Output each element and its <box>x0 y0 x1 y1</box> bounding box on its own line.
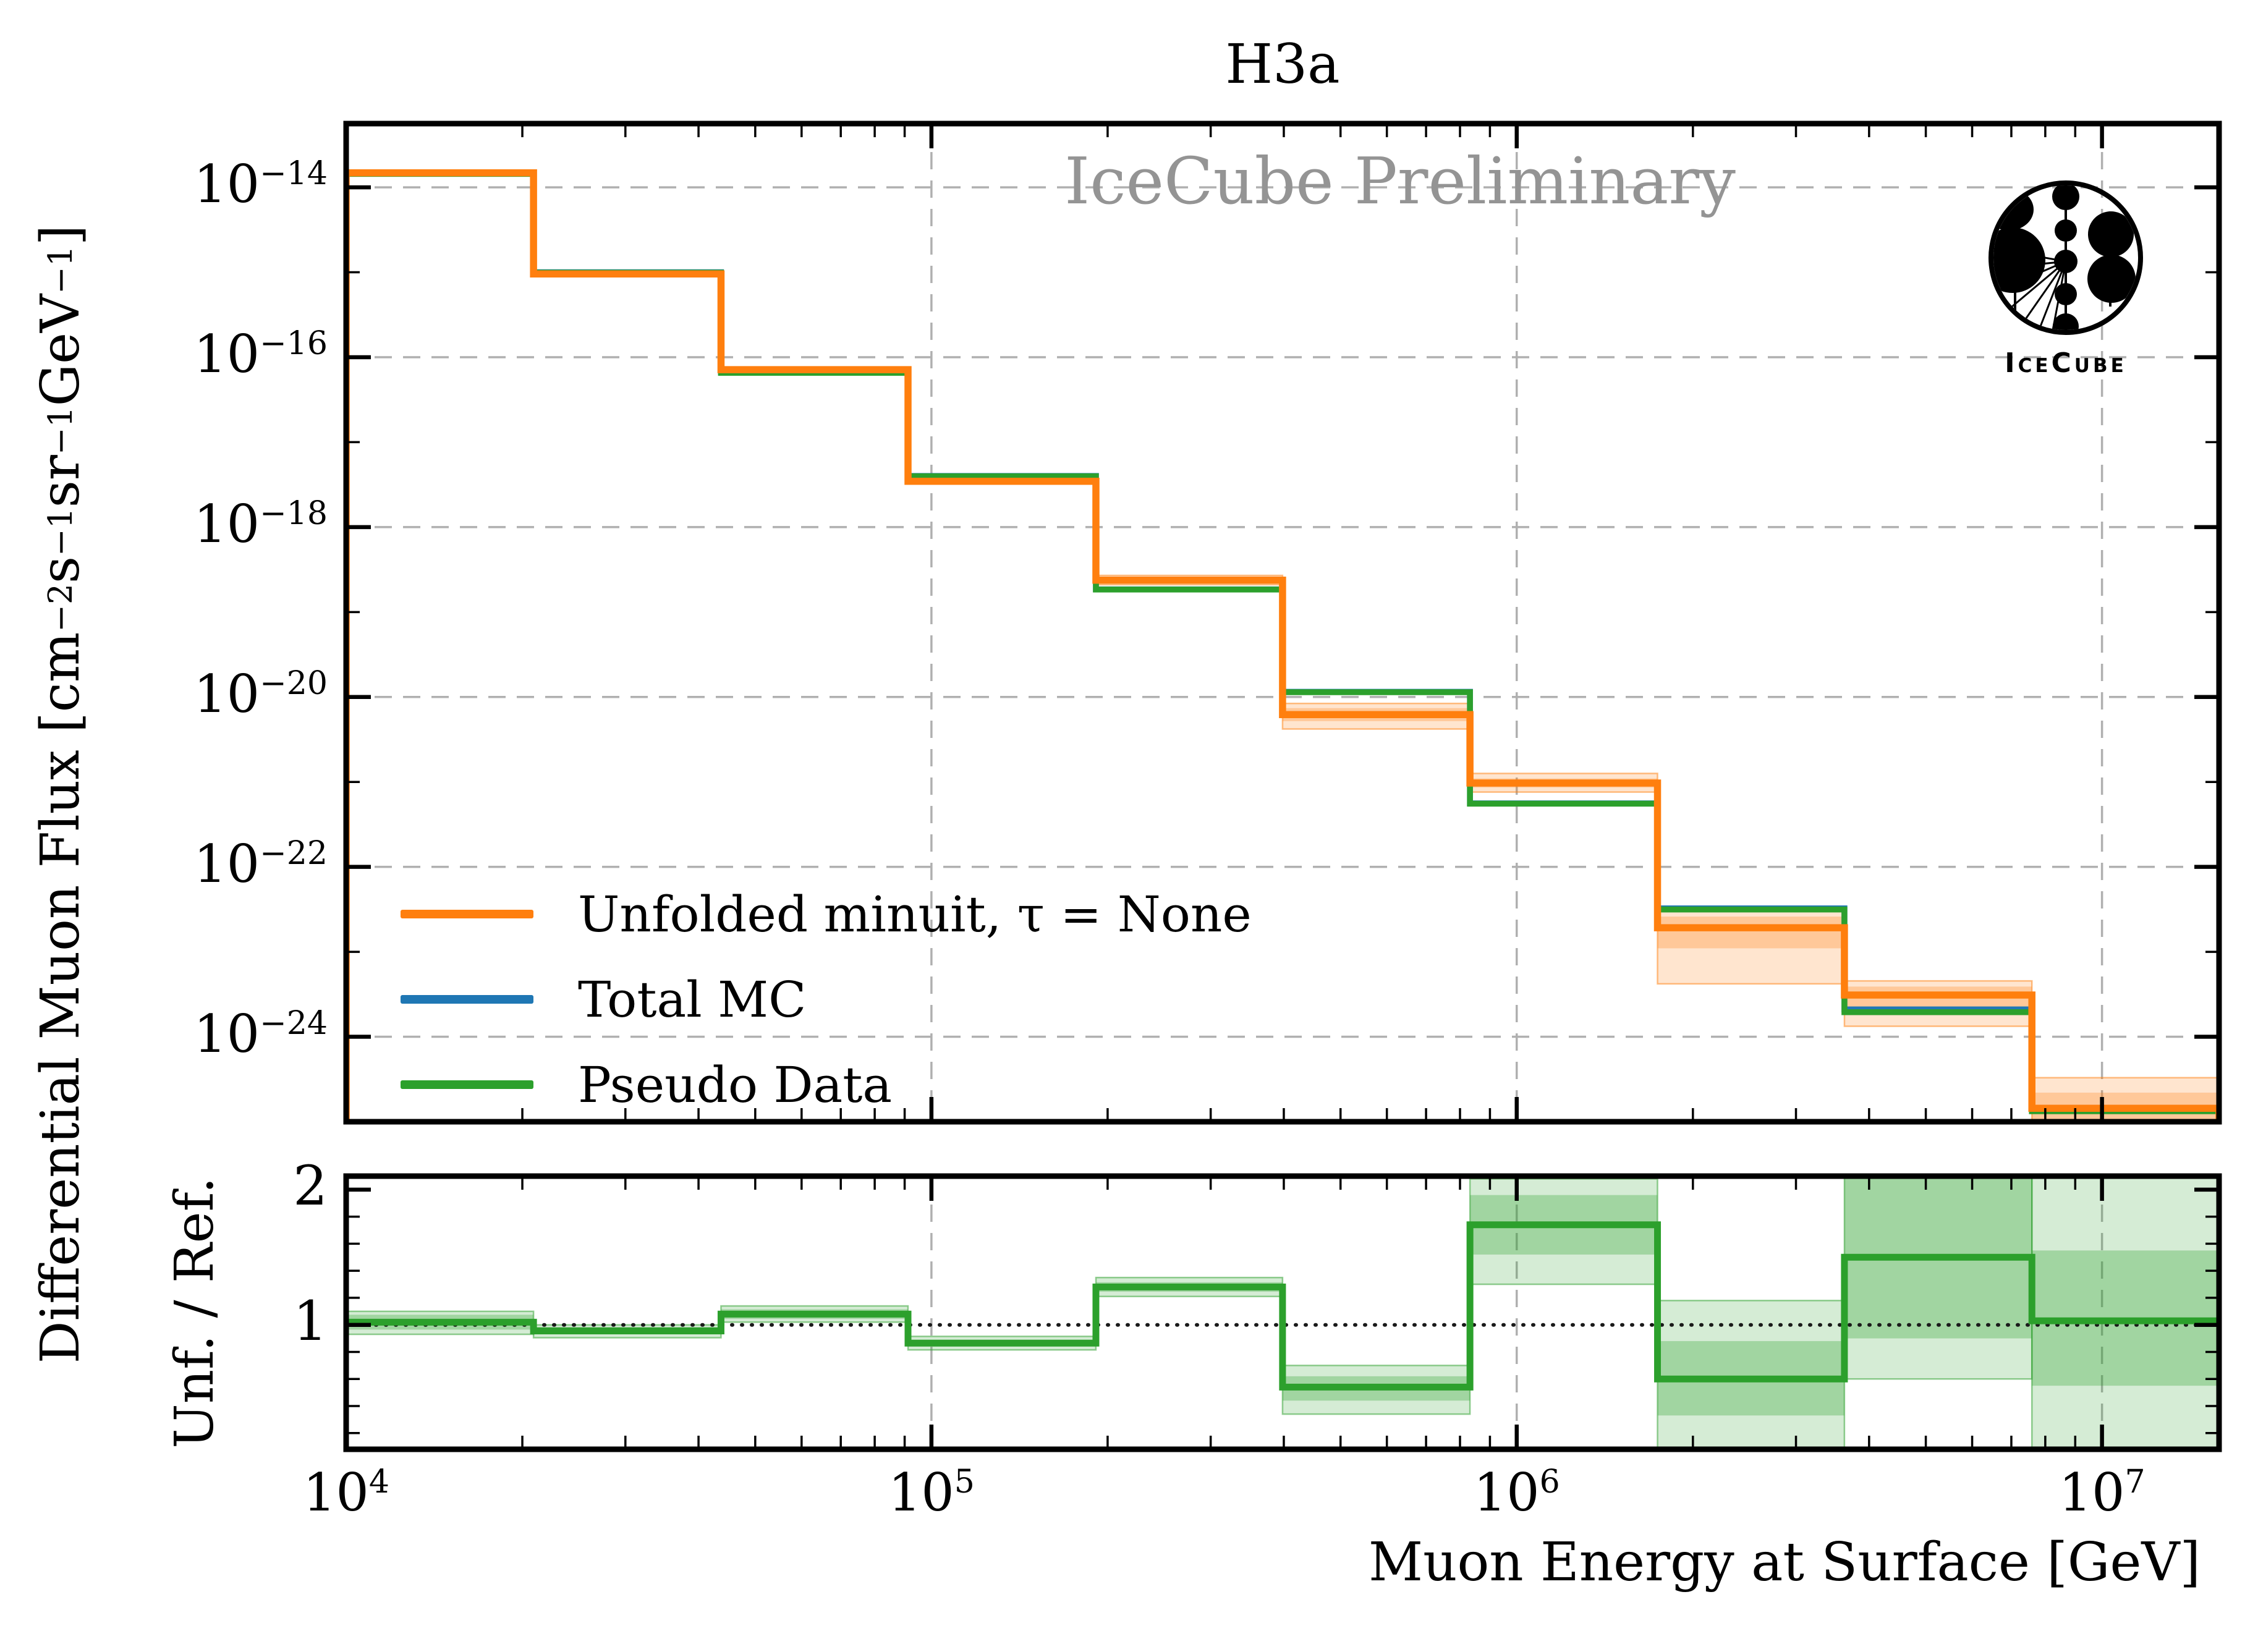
ratio-tick-label: 2 <box>293 1153 328 1218</box>
y-tick-label: 10−14 <box>193 154 328 215</box>
unfolded-uncertainty-band-inner <box>1657 917 1844 949</box>
legend-item-unfolded: Unfolded minuit, τ = None <box>401 883 1252 946</box>
unfolded-step-line <box>346 169 2219 1122</box>
legend-label-pseudo-data: Pseudo Data <box>578 1056 893 1114</box>
main-axes-frame <box>343 121 2222 1125</box>
page-title: H3a <box>1225 32 1340 96</box>
unfolded-line-swatch <box>401 910 533 918</box>
x-tick-label: 105 <box>888 1462 975 1523</box>
x-tick-label: 106 <box>1473 1462 1560 1523</box>
ratio-tick-label: 1 <box>293 1289 328 1353</box>
y-tick-label: 10−24 <box>193 1003 328 1064</box>
icecube-logo-caption: IceCube <box>2005 347 2127 379</box>
x-axis-label: Muon Energy at Surface [GeV] <box>1369 1531 2201 1593</box>
x-tick-label: 107 <box>2058 1462 2146 1523</box>
icecube-logo: IceCube <box>1973 176 2158 379</box>
y-tick-label: 10−18 <box>193 493 328 554</box>
icecube-logo-icon <box>1988 180 2143 335</box>
ratio-step-line <box>346 1221 2219 1391</box>
watermark-text: IceCube Preliminary <box>1064 143 1736 219</box>
legend-label-total-mc: Total MC <box>578 970 807 1028</box>
y-tick-label: 10−22 <box>193 833 328 894</box>
legend-label-unfolded: Unfolded minuit, τ = None <box>578 885 1252 943</box>
total-mc-line-swatch <box>401 995 533 1004</box>
ratio-uncertainty-band <box>2031 1176 2219 1449</box>
legend-item-total-mc: Total MC <box>401 968 1252 1031</box>
y-tick-label: 10−16 <box>193 323 328 384</box>
ratio-uncertainty-band <box>1469 1178 1658 1286</box>
y-tick-label: 10−20 <box>193 663 328 724</box>
main-data-layer <box>346 169 2219 1122</box>
legend-item-pseudo-data: Pseudo Data <box>401 1053 1252 1116</box>
ticks-layer <box>344 124 2219 1449</box>
legend: Unfolded minuit, τ = None Total MC Pseud… <box>401 883 1252 1116</box>
ratio-data-layer <box>346 1176 2219 1449</box>
x-tick-label: 104 <box>302 1462 390 1523</box>
ratio-axes-frame <box>343 1173 2222 1452</box>
y-axis-label: Differential Muon Flux [cm −2 s −1 sr −1 Ge… <box>30 224 91 1364</box>
pseudo-data-line-swatch <box>401 1080 533 1089</box>
